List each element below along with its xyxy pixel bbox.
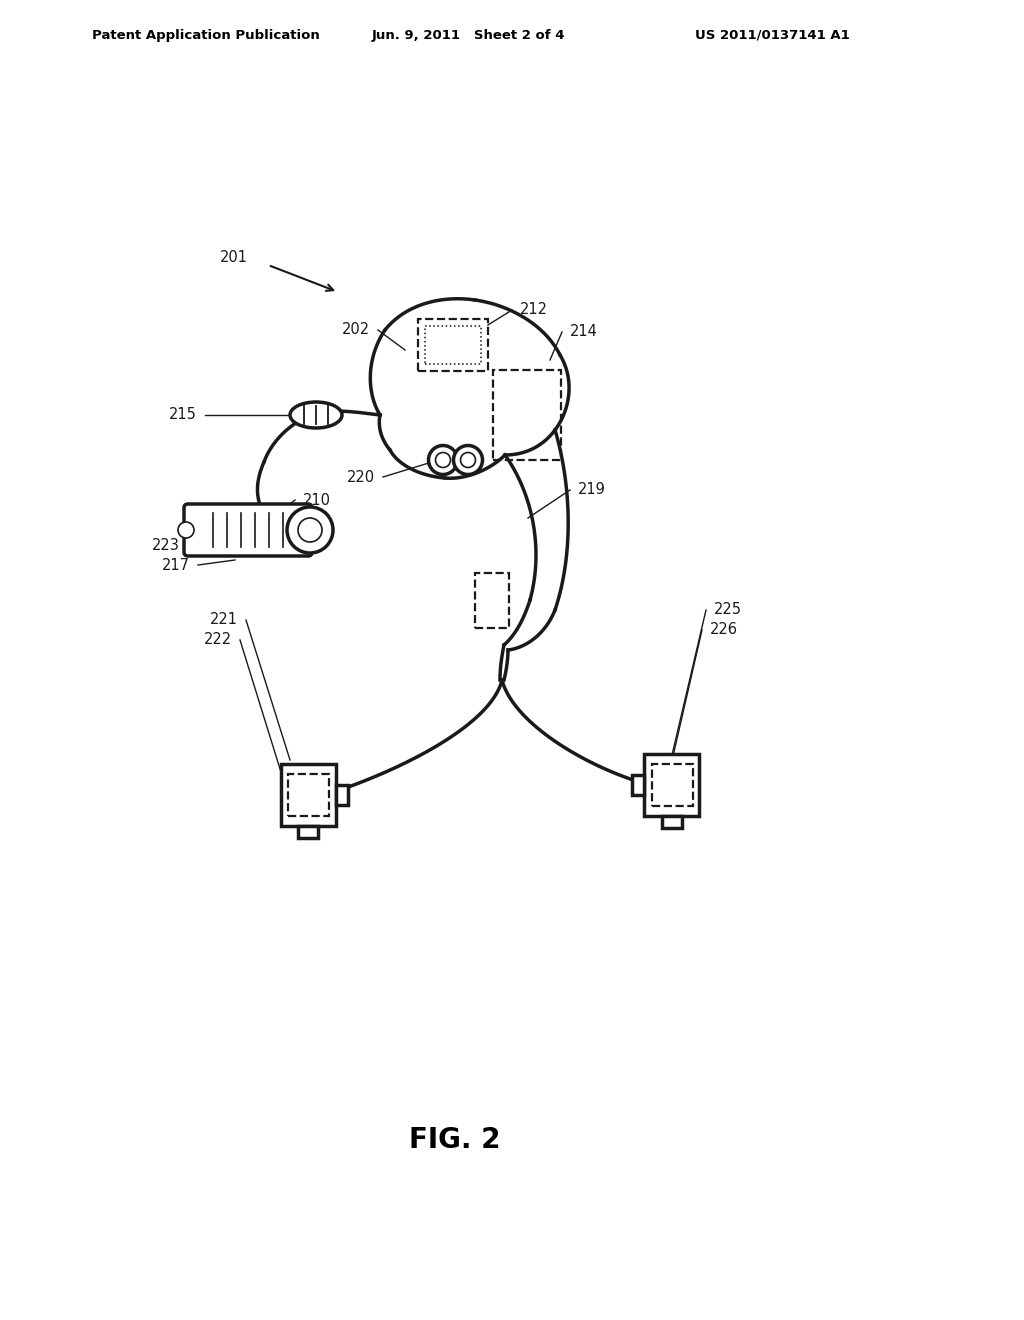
Text: 222: 222: [204, 632, 232, 648]
Bar: [288, 774, 329, 816]
Bar: [336, 785, 347, 805]
Text: 219: 219: [578, 483, 606, 498]
FancyBboxPatch shape: [184, 504, 312, 556]
Text: 214: 214: [570, 325, 598, 339]
Text: Jun. 9, 2011   Sheet 2 of 4: Jun. 9, 2011 Sheet 2 of 4: [372, 29, 565, 41]
Text: FIG. 2: FIG. 2: [410, 1126, 501, 1154]
Bar: [474, 573, 510, 627]
Circle shape: [287, 507, 333, 553]
Bar: [298, 826, 318, 838]
Bar: [651, 764, 692, 807]
Text: 223: 223: [153, 537, 180, 553]
Bar: [425, 326, 481, 364]
Bar: [644, 754, 699, 816]
Circle shape: [454, 446, 482, 474]
Text: 202: 202: [342, 322, 370, 338]
Bar: [281, 764, 336, 826]
Circle shape: [435, 453, 451, 467]
Text: 221: 221: [210, 612, 238, 627]
Text: 220: 220: [347, 470, 375, 484]
Text: 201: 201: [220, 251, 248, 265]
Text: 225: 225: [714, 602, 742, 618]
Circle shape: [461, 453, 475, 467]
Ellipse shape: [290, 403, 342, 428]
Text: 226: 226: [710, 623, 738, 638]
Circle shape: [428, 446, 458, 474]
Text: 212: 212: [520, 302, 548, 318]
Text: 210: 210: [303, 492, 331, 507]
Bar: [662, 816, 682, 828]
Bar: [418, 319, 488, 371]
Text: US 2011/0137141 A1: US 2011/0137141 A1: [695, 29, 850, 41]
Bar: [633, 775, 644, 795]
Circle shape: [178, 521, 194, 539]
Text: 217: 217: [162, 557, 190, 573]
Circle shape: [298, 517, 322, 543]
Bar: [493, 370, 561, 459]
Text: 215: 215: [169, 408, 197, 422]
Text: Patent Application Publication: Patent Application Publication: [92, 29, 319, 41]
